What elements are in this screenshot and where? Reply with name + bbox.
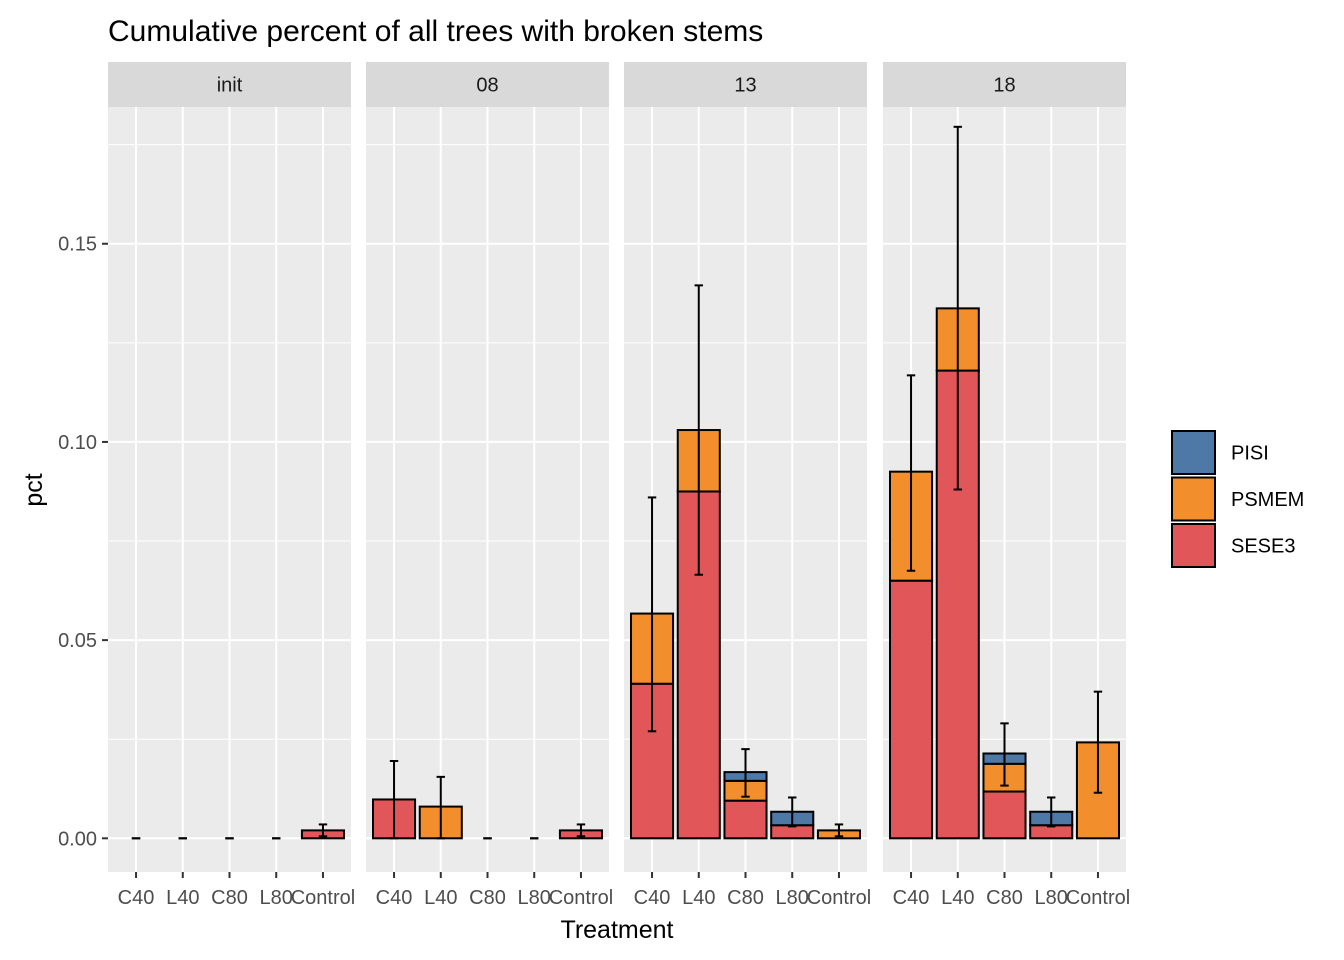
x-axis-title: Treatment [560,916,673,944]
facet-strip-label: 13 [734,75,756,97]
x-tick-label-c80: C80 [211,887,248,909]
x-tick-label-l80: L80 [518,887,551,909]
bar-sese3-c40 [889,579,934,840]
y-tick-label: 0.00 [58,828,97,850]
x-tick-label-control: Control [1066,887,1130,909]
legend-label-sese3: SESE3 [1231,536,1295,558]
y-tick-label: 0.10 [58,432,97,454]
facet-strip [108,62,351,107]
facet-strip-label: 18 [993,75,1015,97]
y-axis: 0.00 0.05 0.10 0.15 [58,234,108,850]
x-tick-label-c40: C40 [634,887,671,909]
x-tick-label-c80: C80 [986,887,1023,909]
y-tick-label: 0.05 [58,630,97,652]
chart-title: Cumulative percent of all trees with bro… [108,15,763,48]
x-tick-label-l80: L80 [260,887,293,909]
x-tick-label-c40: C40 [118,887,155,909]
bar-sese3-l40 [935,369,980,840]
bar-sese3-c80 [982,790,1027,840]
x-tick-label-l40: L40 [424,887,457,909]
x-tick-label-l40: L40 [941,887,974,909]
y-tick-label: 0.15 [58,234,97,256]
x-tick-label-c40: C40 [376,887,413,909]
x-tick-label-c80: C80 [727,887,764,909]
x-tick-label-l40: L40 [682,887,715,909]
x-tick-label-control: Control [807,887,871,909]
x-tick-label-c40: C40 [893,887,930,909]
legend: PISI PSMEM SESE3 [1171,430,1304,568]
x-tick-label-l80: L80 [776,887,809,909]
legend-key-sese3 [1171,523,1216,568]
x-tick-label-l40: L40 [166,887,199,909]
facet-strip [624,62,867,107]
facet-strip-label: 08 [476,75,498,97]
legend-label-psmem: PSMEM [1231,489,1304,511]
facet-strip [366,62,609,107]
facet-strip [883,62,1126,107]
x-tick-label-c80: C80 [469,887,506,909]
y-axis-title: pct [20,473,48,506]
x-tick-label-control: Control [549,887,613,909]
legend-key-pisi [1171,430,1216,475]
x-tick-label-control: Control [291,887,355,909]
legend-key-psmem [1171,476,1216,522]
facet-strip-label: init [217,75,243,97]
x-tick-label-l80: L80 [1035,887,1068,909]
legend-label-pisi: PISI [1231,443,1269,465]
bar-sese3-c80 [723,799,768,840]
